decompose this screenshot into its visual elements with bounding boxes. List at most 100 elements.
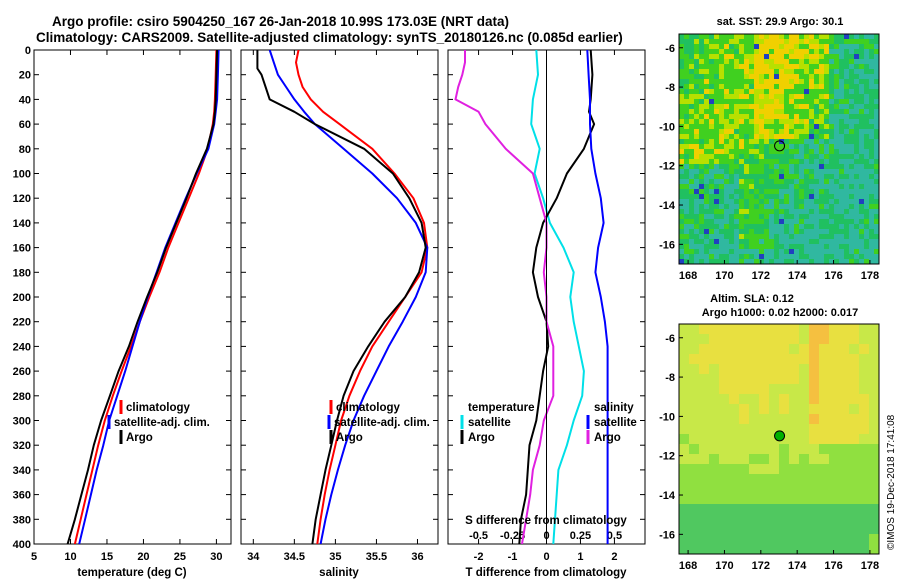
sst-cell (684, 54, 690, 60)
sst-cell (744, 59, 750, 65)
sla-cell (859, 344, 870, 355)
sst-cell (824, 239, 830, 245)
sla-cell (809, 324, 820, 335)
sst-cell (774, 209, 780, 215)
sst-cell (869, 139, 875, 145)
depth-tick-label: 340 (13, 465, 31, 477)
sst-cell (729, 109, 735, 115)
sst-cell (679, 54, 685, 60)
lon-tick-label: 178 (861, 270, 879, 282)
depth-tick-label: 320 (13, 440, 31, 452)
sst-cell (854, 149, 860, 155)
sst-cell (679, 214, 685, 220)
sst-cell (804, 69, 810, 75)
sst-cell (819, 124, 825, 130)
sst-cell (754, 104, 760, 110)
sst-cell (799, 89, 805, 95)
sst-cell (859, 154, 865, 160)
sla-cell (799, 354, 810, 365)
sst-cell (739, 129, 745, 135)
sst-cell (699, 34, 705, 40)
sst-cell (744, 219, 750, 225)
sst-cell (814, 229, 820, 235)
sst-cell (734, 84, 740, 90)
sst-cell (854, 124, 860, 130)
sst-cell (814, 64, 820, 70)
sla-cell (709, 404, 720, 415)
sla-argo-position-marker (774, 430, 786, 442)
sst-cell (729, 209, 735, 215)
sst-cell (729, 179, 735, 185)
sst-cell (784, 49, 790, 55)
sst-cell (684, 34, 690, 40)
sst-cell (814, 89, 820, 95)
sst-cell (774, 54, 780, 60)
sla-cell (679, 464, 690, 475)
sst-cell (704, 59, 710, 65)
sst-cell (744, 84, 750, 90)
sst-cell (724, 44, 730, 50)
sst-cell (714, 64, 720, 70)
sst-cell (704, 224, 710, 230)
sst-cell (779, 149, 785, 155)
sst-cell (869, 214, 875, 220)
sst-cell (704, 79, 710, 85)
sst-cell (734, 224, 740, 230)
sst-cell (734, 209, 740, 215)
sst-cell (689, 74, 695, 80)
sst-cell (784, 124, 790, 130)
sst-cell (784, 34, 790, 40)
sst-cell (804, 79, 810, 85)
sst-cell (809, 54, 815, 60)
sst-cell (714, 114, 720, 120)
sla-cell (809, 374, 820, 385)
sst-cell (849, 154, 855, 160)
sst-cell (794, 239, 800, 245)
sst-cell (874, 94, 880, 100)
sla-cell (689, 444, 700, 455)
sla-cell (849, 324, 860, 335)
sst-cell (714, 109, 720, 115)
sst-cell (809, 239, 815, 245)
sst-cell (844, 204, 850, 210)
sst-cell (809, 104, 815, 110)
sla-cell (849, 394, 860, 405)
series-line-temperature-argo (518, 50, 596, 544)
sst-cell (779, 244, 785, 250)
sst-cell (804, 124, 810, 130)
sst-cell (699, 159, 705, 165)
sla-cell (729, 494, 740, 505)
sst-cell (799, 39, 805, 45)
sst-cell (774, 59, 780, 65)
sst-cell (774, 114, 780, 120)
sla-cell (809, 404, 820, 415)
sst-cell (749, 134, 755, 140)
sst-cell (679, 39, 685, 45)
sst-cell (844, 194, 850, 200)
sst-cell (769, 49, 775, 55)
sst-cell (839, 209, 845, 215)
sst-cell (854, 104, 860, 110)
temperature-series-group (66, 50, 220, 544)
sst-cell (729, 99, 735, 105)
series-line-salinity-satellite (586, 50, 609, 544)
legend-label-satellite: satellite-adj. clim. (114, 417, 210, 429)
sst-cell (749, 254, 755, 260)
sst-cell (764, 104, 770, 110)
sst-cell (739, 159, 745, 165)
sst-cell (849, 124, 855, 130)
sla-cell (809, 464, 820, 475)
sst-cell (819, 49, 825, 55)
sst-cell (789, 84, 795, 90)
sst-cell (709, 159, 715, 165)
sst-cell (734, 74, 740, 80)
sst-cell (844, 254, 850, 260)
sst-cell (864, 74, 870, 80)
sst-cell (699, 114, 705, 120)
sla-cell (719, 394, 730, 405)
sst-cell (854, 189, 860, 195)
sst-cell (769, 104, 775, 110)
sst-cell (689, 259, 695, 265)
sla-cell (679, 404, 690, 415)
lat-tick-label: -16 (659, 529, 675, 541)
